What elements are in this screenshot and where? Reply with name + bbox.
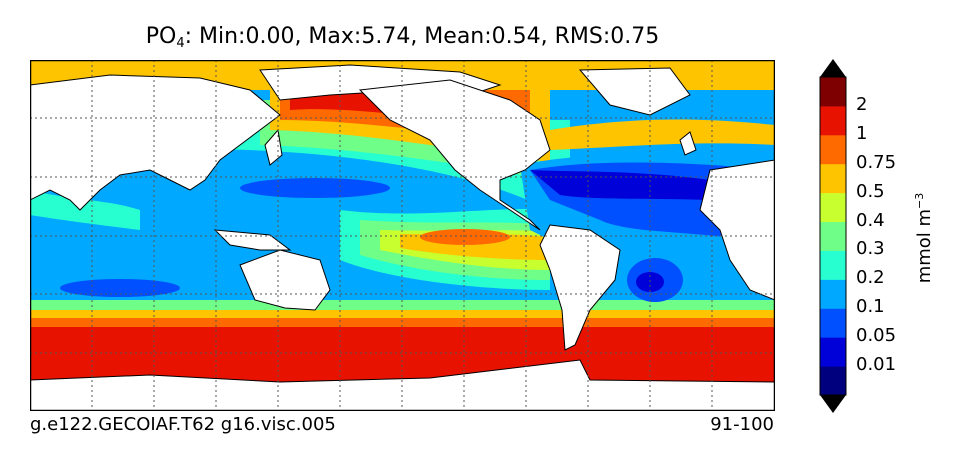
colorbar-extend-max bbox=[820, 59, 846, 77]
case-name-label: g.e122.GECOIAF.T62 g16.visc.005 bbox=[30, 414, 336, 435]
map-frame bbox=[30, 60, 775, 411]
title-subscript: 4 bbox=[176, 36, 185, 51]
s-pacific-gyre-0.05 bbox=[60, 279, 180, 297]
ocean-map bbox=[30, 60, 775, 411]
land-greenland bbox=[578, 67, 691, 116]
colorbar-bin bbox=[820, 192, 846, 223]
year-range-label: 91-100 bbox=[710, 414, 774, 435]
colorbar-tick-label: 0.01 bbox=[856, 354, 897, 376]
land-australia bbox=[239, 249, 331, 311]
colorbar-tick-label: 0.5 bbox=[856, 180, 885, 202]
colorbar-unit-label: mmol m−3 bbox=[913, 193, 935, 284]
colorbar-bin bbox=[820, 250, 846, 280]
colorbar-tick-label: 0.3 bbox=[856, 238, 885, 260]
colorbar-tick-label: 1 bbox=[856, 122, 868, 144]
colorbar-bin bbox=[820, 134, 846, 165]
map-title: PO4: Min:0.00, Max:5.74, Mean:0.54, RMS:… bbox=[30, 24, 775, 51]
colorbar-extend-min bbox=[820, 395, 846, 413]
title-stats: : Min:0.00, Max:5.74, Mean:0.54, RMS:0.7… bbox=[184, 24, 660, 49]
colorbar-tick-label: 0.05 bbox=[856, 325, 897, 347]
land-south-america bbox=[539, 224, 621, 351]
colorbar-tick-label: 0.75 bbox=[856, 151, 897, 173]
colorbar-tick-label: 0.1 bbox=[856, 296, 885, 318]
colorbar-bin bbox=[820, 163, 846, 194]
land-north-america bbox=[358, 79, 551, 231]
n-pacific-gyre-0.05 bbox=[240, 178, 390, 198]
land-maritime-continent bbox=[213, 229, 292, 251]
colorbar-bin bbox=[820, 105, 846, 136]
colorbar bbox=[819, 59, 847, 413]
unit-exponent: −3 bbox=[913, 192, 926, 209]
colorbar-tick-label: 2 bbox=[856, 93, 868, 115]
colorbar-bin bbox=[820, 77, 846, 107]
colorbar-bin bbox=[820, 279, 846, 309]
n-atlantic-0.5 bbox=[550, 119, 775, 150]
colorbar-tick-label: 0.2 bbox=[856, 267, 885, 289]
land-africa bbox=[699, 159, 775, 301]
colorbar-tick-label: 0.4 bbox=[856, 209, 885, 231]
colorbar-frame bbox=[819, 76, 847, 396]
land-uk bbox=[679, 131, 697, 156]
colorbar-bin bbox=[820, 221, 846, 251]
colorbar-bin bbox=[820, 308, 846, 338]
unit-text: mmol m bbox=[914, 208, 935, 284]
eq-pacific-0.75 bbox=[420, 229, 510, 245]
colorbar-bin bbox=[820, 337, 846, 367]
title-variable: PO bbox=[145, 24, 177, 49]
colorbar-bin bbox=[820, 366, 846, 396]
indian-ocean-0.2 bbox=[30, 190, 140, 230]
